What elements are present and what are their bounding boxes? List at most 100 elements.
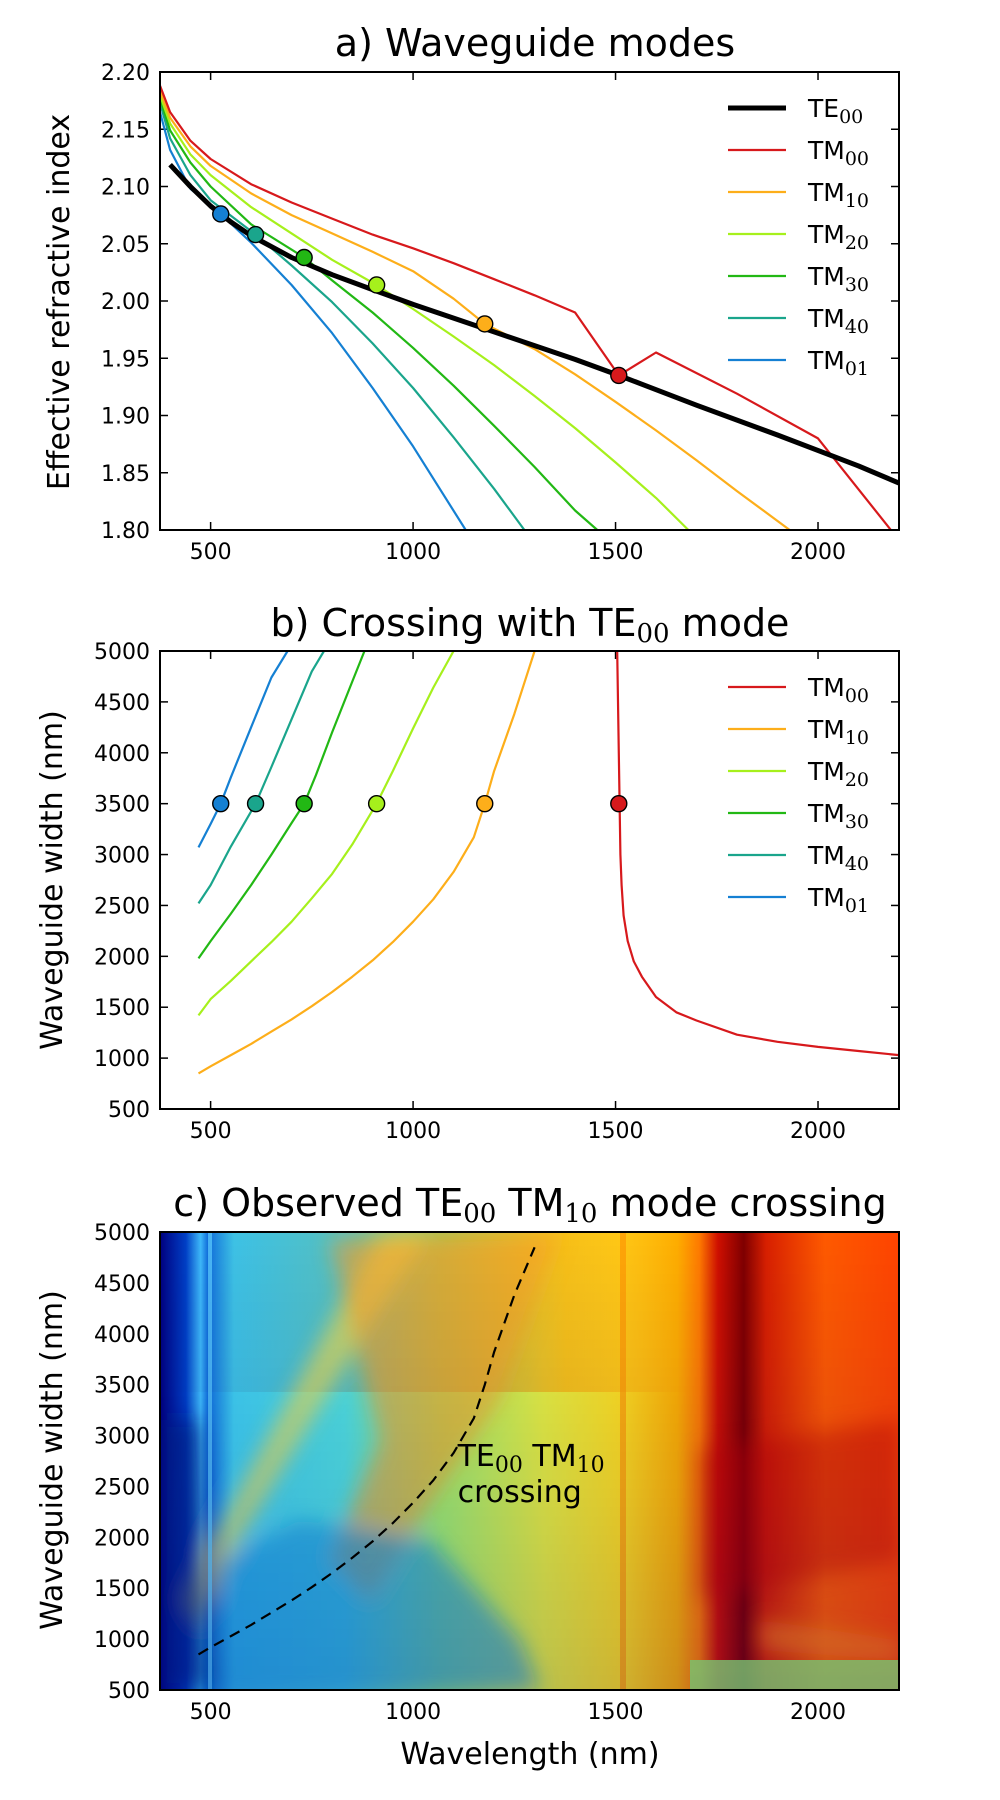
panel-a-legend: TE00 TM00 TM10 TM20 TM30 TM40 TM01 <box>728 94 869 380</box>
panel-b-legend: TM00 TM10 TM20 TM30 TM40 TM01 <box>728 673 869 917</box>
y-tick-label: 2.10 <box>101 176 150 201</box>
y-tick-label: 2.00 <box>101 290 150 315</box>
y-tick-label: 5000 <box>94 1221 150 1246</box>
legend-label-tm20: TM20 <box>807 757 869 791</box>
panel-b-title: b) Crossing with TE00 mode <box>271 601 790 649</box>
panel-a-markers <box>212 205 628 385</box>
crossing-marker <box>212 794 230 813</box>
legend-label-tm10: TM10 <box>807 178 869 212</box>
y-tick-label: 1.90 <box>101 405 150 430</box>
series-line-te00 <box>168 162 899 486</box>
legend-label-tm01: TM01 <box>807 883 869 917</box>
crossing-marker <box>246 225 265 244</box>
legend-label-tm20: TM20 <box>807 220 869 254</box>
y-tick-label: 1000 <box>94 1628 150 1653</box>
series-line-tm01 <box>160 111 467 530</box>
series-line-tm40 <box>160 102 526 530</box>
y-tick-label: 5000 <box>94 640 150 665</box>
x-tick-label: 1000 <box>385 1119 441 1144</box>
panel-c-xticks: 500 1000 1500 2000 <box>190 1232 846 1725</box>
legend-label-tm10: TM10 <box>807 715 869 749</box>
y-tick-label: 2500 <box>94 1475 150 1500</box>
panel-c-observed-heatmap: c) Observed TE00 TM10 mode crossing Wave… <box>35 1181 900 1772</box>
panel-a-frame <box>159 71 900 531</box>
y-tick-label: 2.05 <box>101 233 150 258</box>
panel-a-mode-index-chart: a) Waveguide modes Effective refractive … <box>42 21 900 565</box>
y-tick-label: 2000 <box>94 1526 150 1551</box>
crossing-marker <box>295 248 313 267</box>
panel-b-ylabel: Waveguide width (nm) <box>35 710 70 1050</box>
crossing-marker <box>212 205 230 223</box>
y-tick-label: 4500 <box>94 1272 150 1297</box>
crossing-marker <box>367 794 386 813</box>
panel-b-markers <box>212 794 628 813</box>
y-tick-label: 4000 <box>94 1323 150 1348</box>
y-tick-label: 500 <box>108 1098 150 1123</box>
y-tick-label: 1.85 <box>101 462 150 487</box>
mode-crossing-dashed-line <box>197 1246 536 1656</box>
y-tick-label: 1500 <box>94 996 150 1021</box>
x-tick-label: 500 <box>190 540 232 565</box>
panel-a-series <box>160 85 899 530</box>
panel-a-yticks: 1.80 1.85 1.90 1.95 2.00 2.05 2.10 2.15 2.20 <box>101 61 899 544</box>
x-tick-label: 1500 <box>588 540 644 565</box>
panel-a-ylabel: Effective refractive index <box>42 114 77 490</box>
crossing-marker <box>295 794 313 813</box>
series-line-tm40 <box>197 651 325 905</box>
series-line-tm01 <box>197 651 289 848</box>
y-tick-label: 2.15 <box>101 118 150 143</box>
legend-label-tm30: TM30 <box>807 262 869 296</box>
legend-label-tm01: TM01 <box>807 346 869 380</box>
panel-c-ylabel: Waveguide width (nm) <box>35 1290 70 1630</box>
y-tick-label: 1.95 <box>101 347 150 372</box>
legend-label-tm30: TM30 <box>807 799 869 833</box>
panel-b-xticks: 500 1000 1500 2000 <box>190 651 846 1144</box>
legend-label-tm40: TM40 <box>807 304 869 338</box>
panel-c-frame <box>159 1231 900 1691</box>
heatmap-image <box>160 1232 899 1690</box>
y-tick-label: 500 <box>108 1679 150 1704</box>
y-tick-label: 3500 <box>94 793 150 818</box>
panel-b-series <box>197 651 899 1075</box>
series-line-tm20 <box>197 651 455 1017</box>
y-tick-label: 1000 <box>94 1047 150 1072</box>
x-tick-label: 2000 <box>790 1119 846 1144</box>
panel-a-title: a) Waveguide modes <box>335 21 735 65</box>
panel-a-xticks: 500 1000 1500 2000 <box>190 72 846 565</box>
legend-label-te00: TE00 <box>807 94 863 128</box>
y-tick-label: 4500 <box>94 691 150 716</box>
legend-label-tm00: TM00 <box>807 136 869 170</box>
panel-c-xlabel: Wavelength (nm) <box>400 1737 659 1772</box>
y-tick-label: 3000 <box>94 844 150 869</box>
panel-b-crossing-chart: b) Crossing with TE00 mode Waveguide wid… <box>35 601 900 1144</box>
series-line-tm30 <box>160 97 599 530</box>
y-tick-label: 1500 <box>94 1577 150 1602</box>
crossing-marker <box>476 794 494 813</box>
x-tick-label: 2000 <box>790 1700 846 1725</box>
x-tick-label: 1500 <box>588 1700 644 1725</box>
y-tick-label: 2.20 <box>101 61 150 86</box>
annotation-line2: crossing <box>458 1475 582 1510</box>
legend-label-tm00: TM00 <box>807 673 869 707</box>
crossing-marker <box>476 315 494 333</box>
series-line-tm00 <box>160 85 892 530</box>
annotation-line1: TE00 TM10 <box>457 1439 605 1478</box>
crossing-marker <box>367 276 386 294</box>
series-line-tm10 <box>197 651 536 1075</box>
crossing-marker <box>610 794 628 813</box>
panel-c-yticks: 500 1000 1500 2000 2500 3000 3500 4000 4500 5000 <box>94 1221 899 1704</box>
x-tick-label: 1500 <box>588 1119 644 1144</box>
y-tick-label: 4000 <box>94 742 150 767</box>
x-tick-label: 500 <box>190 1119 232 1144</box>
series-line-tm10 <box>160 89 791 530</box>
crossing-marker <box>246 794 265 813</box>
legend-label-tm40: TM40 <box>807 841 869 875</box>
series-line-tm30 <box>197 651 366 960</box>
y-tick-label: 3000 <box>94 1425 150 1450</box>
panel-c-title: c) Observed TE00 TM10 mode crossing <box>173 1181 886 1229</box>
y-tick-label: 2000 <box>94 945 150 970</box>
crossing-marker <box>610 366 628 385</box>
y-tick-label: 2500 <box>94 894 150 919</box>
